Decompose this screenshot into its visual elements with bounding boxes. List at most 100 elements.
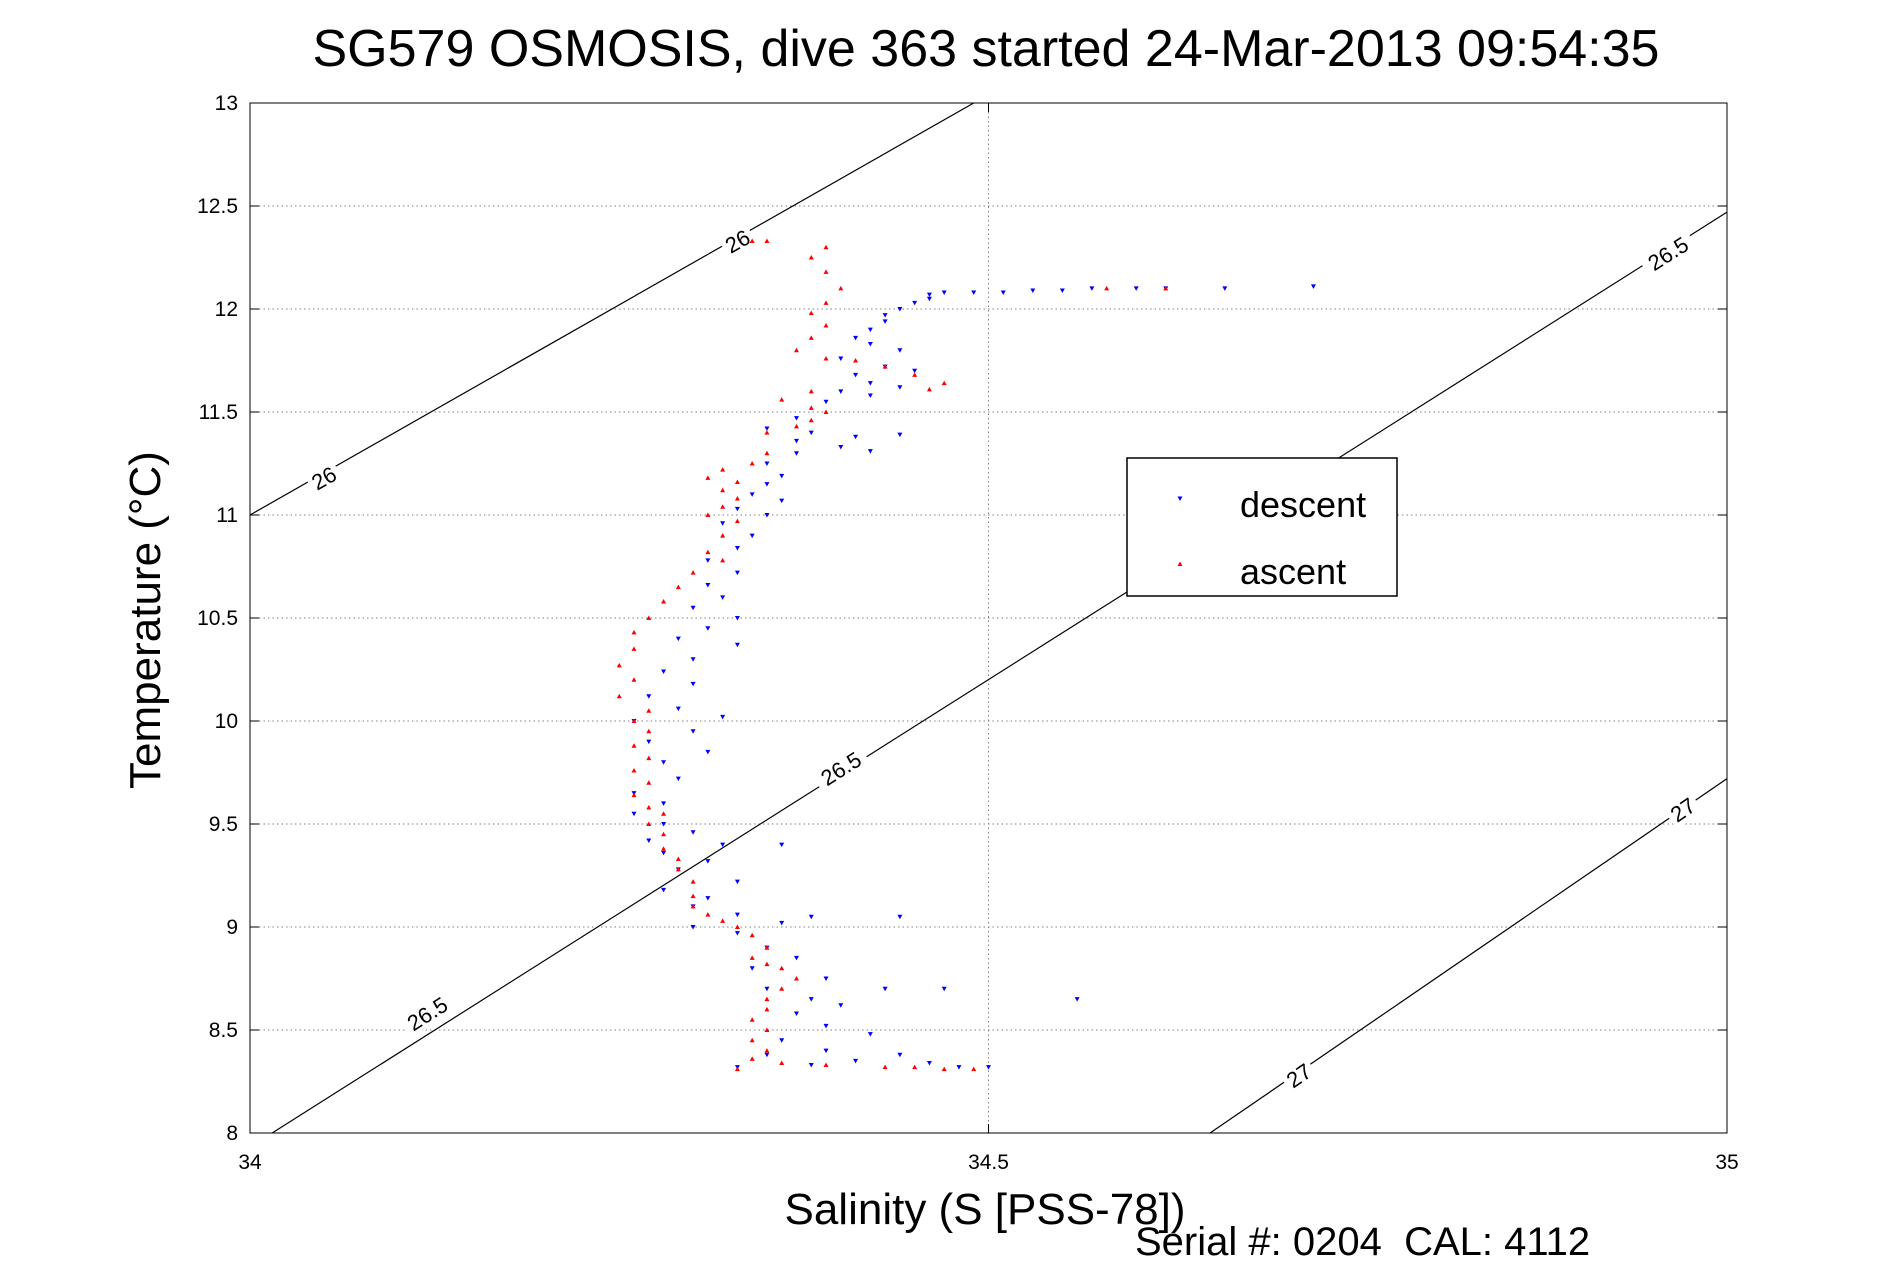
descent-point — [823, 976, 829, 981]
descent-point — [926, 1060, 932, 1066]
descent-point — [734, 931, 740, 936]
contour-label: 26.5 — [810, 742, 872, 795]
ascent-point — [971, 1066, 977, 1072]
ascent-point — [793, 347, 799, 353]
ascent-point — [808, 417, 814, 423]
descent-point — [867, 342, 873, 347]
descent-point — [897, 307, 903, 312]
ascent-point — [749, 955, 755, 960]
ascent-point — [720, 487, 726, 493]
x-tick-label: 34 — [238, 1151, 262, 1174]
descent-point — [956, 1065, 962, 1070]
contour-label-text: 27 — [1666, 793, 1700, 827]
contour-label-background — [810, 742, 872, 795]
y-tick-label: 9.5 — [209, 813, 238, 836]
descent-point — [646, 739, 652, 745]
descent-point — [720, 595, 726, 600]
ascent-point — [690, 893, 696, 899]
descent-point — [941, 986, 947, 992]
descent-point — [631, 811, 637, 817]
descent-point — [867, 449, 873, 454]
descent-point — [808, 914, 814, 920]
ascent-point — [1104, 285, 1110, 291]
legend-ascent-label: ascent — [1240, 551, 1346, 592]
descent-point — [867, 393, 873, 399]
ascent-point — [823, 355, 829, 361]
ascent-point — [808, 255, 814, 260]
isopycnal-line-26 — [249, 102, 975, 516]
ascent-point — [631, 718, 637, 723]
y-tick-label: 10.5 — [197, 607, 238, 630]
y-tick-label: 11 — [216, 504, 238, 527]
descent-point — [853, 1058, 859, 1064]
ascent-point — [749, 1056, 755, 1061]
ascent-point — [764, 1006, 770, 1012]
ascent-point — [926, 386, 932, 392]
descent-point — [705, 583, 711, 588]
ascent-point — [675, 866, 681, 872]
ascent-point — [646, 728, 652, 734]
ascent-point — [941, 380, 947, 386]
legend-descent-label: descent — [1240, 484, 1366, 525]
descent-point — [646, 694, 652, 699]
descent-point — [705, 558, 711, 563]
descent-point — [675, 706, 681, 712]
descent-point — [1030, 288, 1036, 293]
ascent-point — [808, 405, 814, 410]
descent-point — [793, 416, 799, 421]
descent-point — [986, 1065, 991, 1070]
ascent-point — [690, 903, 696, 909]
y-tick-label: 12 — [215, 298, 238, 321]
descent-point — [764, 513, 770, 518]
ascent-point — [808, 335, 814, 340]
descent-point — [690, 681, 696, 687]
contour-label-background — [1637, 227, 1699, 280]
descent-point — [720, 521, 726, 526]
ascent-point — [764, 238, 770, 244]
ascent-point — [912, 372, 918, 377]
ascent-point — [646, 780, 652, 785]
ascent-point — [631, 629, 637, 635]
ascent-point — [808, 388, 814, 394]
descent-point — [749, 966, 755, 971]
descent-point — [838, 389, 844, 394]
descent-point — [734, 570, 740, 576]
ascent-point — [720, 533, 726, 538]
ascent-point — [882, 364, 888, 369]
descent-point — [690, 729, 696, 734]
descent-point — [661, 887, 667, 893]
ascent-point — [749, 932, 755, 938]
ascent-point — [764, 996, 770, 1002]
ascent-point — [749, 238, 755, 244]
contour-label-background — [717, 221, 758, 261]
ascent-point — [838, 285, 844, 291]
descent-point — [690, 925, 696, 930]
legend-box — [1126, 457, 1398, 597]
descent-point — [720, 842, 726, 848]
descent-point — [793, 451, 799, 456]
descent-point — [1089, 286, 1095, 291]
descent-point — [867, 1032, 873, 1037]
ascent-point — [882, 1064, 888, 1070]
ascent-point — [779, 986, 785, 991]
descent-point — [734, 642, 740, 648]
ascent-point — [823, 269, 829, 274]
ascent-point — [631, 646, 637, 651]
serial-cal-footer: Serial #: 0204 CAL: 4112 — [1135, 1220, 1590, 1262]
descent-point — [853, 335, 859, 341]
series-descent — [631, 284, 1316, 1070]
x-tick-label: 35 — [1715, 1151, 1738, 1174]
descent-point — [661, 822, 667, 827]
y-tick-label: 8.5 — [209, 1019, 238, 1042]
ascent-point — [705, 475, 711, 480]
ascent-point — [646, 805, 652, 810]
descent-point — [705, 859, 711, 864]
descent-point — [720, 714, 726, 720]
descent-point — [838, 1003, 844, 1008]
ascent-point — [705, 512, 711, 517]
descent-point — [1000, 290, 1006, 296]
contour-label-text: 26 — [721, 225, 755, 259]
descent-point — [779, 498, 785, 504]
descent-point — [808, 1063, 814, 1068]
ascent-point — [793, 976, 799, 981]
